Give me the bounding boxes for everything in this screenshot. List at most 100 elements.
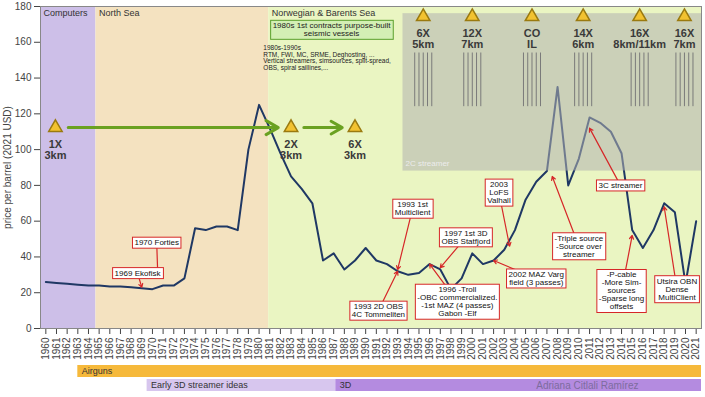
svg-text:2012: 2012	[594, 337, 605, 360]
svg-text:1968: 1968	[125, 337, 136, 360]
svg-text:1992: 1992	[381, 337, 392, 360]
svg-text:1981: 1981	[264, 337, 275, 360]
svg-text:1994: 1994	[403, 337, 414, 360]
svg-text:1970: 1970	[147, 337, 158, 360]
svg-text:2008: 2008	[552, 337, 563, 360]
svg-text:1993 1stMulticlient: 1993 1stMulticlient	[395, 200, 431, 217]
svg-text:1963: 1963	[72, 337, 83, 360]
svg-text:60: 60	[20, 215, 32, 226]
svg-text:100: 100	[15, 144, 32, 155]
svg-text:2000: 2000	[466, 337, 477, 360]
svg-text:1974: 1974	[189, 337, 200, 360]
svg-text:1990: 1990	[360, 337, 371, 360]
svg-text:1998: 1998	[445, 337, 456, 360]
svg-text:120: 120	[15, 108, 32, 119]
svg-text:1996: 1996	[424, 337, 435, 360]
svg-text:6X3km: 6X3km	[344, 138, 366, 161]
svg-text:1964: 1964	[83, 337, 94, 360]
svg-text:1969: 1969	[136, 337, 147, 360]
svg-text:2001: 2001	[477, 337, 488, 360]
svg-text:2005: 2005	[520, 337, 531, 360]
svg-text:1988: 1988	[339, 337, 350, 360]
svg-text:1980s-1990sRTM, FWI, MC, SRME,: 1980s-1990sRTM, FWI, MC, SRME, Deghostin…	[263, 44, 391, 72]
svg-text:3C streamer: 3C streamer	[598, 181, 642, 190]
svg-text:40: 40	[20, 251, 32, 262]
svg-text:2020: 2020	[680, 337, 691, 360]
svg-text:2015: 2015	[626, 337, 637, 360]
svg-text:1960: 1960	[40, 337, 51, 360]
svg-text:2007: 2007	[541, 337, 552, 360]
svg-text:1991: 1991	[371, 337, 382, 360]
svg-text:1989: 1989	[349, 337, 360, 360]
svg-text:2009: 2009	[562, 337, 573, 360]
svg-text:Utsira OBNDenseMultiClient: Utsira OBNDenseMultiClient	[657, 277, 698, 302]
svg-text:1969 Ekofisk: 1969 Ekofisk	[115, 269, 162, 278]
svg-text:1962: 1962	[61, 337, 72, 360]
svg-text:180: 180	[15, 1, 32, 12]
svg-text:Adriana Citlali Ramírez: Adriana Citlali Ramírez	[536, 380, 638, 391]
svg-text:2016: 2016	[637, 337, 648, 360]
svg-text:1999: 1999	[456, 337, 467, 360]
svg-text:1995: 1995	[413, 337, 424, 360]
svg-text:1983: 1983	[285, 337, 296, 360]
svg-text:2C streamer: 2C streamer	[405, 159, 449, 168]
svg-text:Norwegian & Barents Sea: Norwegian & Barents Sea	[272, 8, 376, 18]
svg-text:Computers: Computers	[44, 8, 89, 18]
svg-text:1970 Forties: 1970 Forties	[134, 238, 178, 247]
svg-text:2006: 2006	[530, 337, 541, 360]
svg-text:1973: 1973	[179, 337, 190, 360]
svg-text:2021: 2021	[690, 337, 701, 360]
svg-text:2017: 2017	[648, 337, 659, 360]
svg-text:1982: 1982	[275, 337, 286, 360]
svg-text:6X5km: 6X5km	[412, 27, 434, 50]
svg-text:1997: 1997	[434, 337, 445, 360]
svg-text:2010: 2010	[573, 337, 584, 360]
svg-text:1976: 1976	[211, 337, 222, 360]
svg-text:2019: 2019	[669, 337, 680, 360]
svg-text:1971: 1971	[157, 337, 168, 360]
svg-text:1986: 1986	[317, 337, 328, 360]
svg-text:1987: 1987	[328, 337, 339, 360]
svg-text:2002: 2002	[488, 337, 499, 360]
svg-text:Airguns: Airguns	[82, 366, 113, 376]
svg-text:1972: 1972	[168, 337, 179, 360]
svg-text:16X7km: 16X7km	[673, 27, 695, 50]
svg-text:1984: 1984	[296, 337, 307, 360]
svg-text:1977: 1977	[221, 337, 232, 360]
svg-text:1997 1st 3DOBS Statfjord: 1997 1st 3DOBS Statfjord	[441, 229, 490, 246]
svg-text:2002 MAZ Vargfield (3 passes): 2002 MAZ Vargfield (3 passes)	[509, 270, 564, 287]
svg-text:1985: 1985	[307, 337, 318, 360]
svg-text:COIL: COIL	[524, 27, 541, 50]
svg-text:20: 20	[20, 287, 32, 298]
svg-text:1993 2D OBS4C Tommeliten: 1993 2D OBS4C Tommeliten	[352, 302, 405, 319]
svg-text:1980: 1980	[253, 337, 264, 360]
svg-text:2011: 2011	[584, 337, 595, 359]
svg-text:80: 80	[20, 180, 32, 191]
svg-text:2013: 2013	[605, 337, 616, 360]
svg-text:0: 0	[26, 323, 32, 334]
svg-text:price per barrel (2021 USD): price per barrel (2021 USD)	[2, 106, 13, 229]
svg-text:1996 -Troll-OBC commercialized: 1996 -Troll-OBC commercialized.-1st MAZ …	[417, 285, 497, 318]
svg-text:1978: 1978	[232, 337, 243, 360]
svg-text:1975: 1975	[200, 337, 211, 360]
svg-text:160: 160	[15, 36, 32, 47]
svg-text:14X6km: 14X6km	[572, 27, 594, 50]
svg-text:2014: 2014	[616, 337, 627, 360]
svg-text:1980s 1st contracts purpose-bu: 1980s 1st contracts purpose-builtseismic…	[273, 21, 392, 38]
svg-text:Early 3D streamer ideas: Early 3D streamer ideas	[151, 380, 248, 390]
svg-text:1961: 1961	[51, 337, 62, 360]
svg-text:12X7km: 12X7km	[461, 27, 483, 50]
svg-text:2003: 2003	[498, 337, 509, 360]
svg-text:1X3km: 1X3km	[44, 138, 66, 161]
svg-text:2003LoFSValhall: 2003LoFSValhall	[487, 180, 511, 205]
svg-text:2004: 2004	[509, 337, 520, 360]
svg-text:1965: 1965	[93, 337, 104, 360]
svg-text:1967: 1967	[115, 337, 126, 360]
svg-text:2X3km: 2X3km	[280, 138, 302, 161]
svg-text:140: 140	[15, 72, 32, 83]
svg-text:3D: 3D	[340, 380, 352, 390]
svg-text:16X8km/11km: 16X8km/11km	[613, 27, 666, 50]
svg-text:North Sea: North Sea	[99, 8, 140, 18]
svg-text:1979: 1979	[243, 337, 254, 360]
svg-text:1993: 1993	[392, 337, 403, 360]
